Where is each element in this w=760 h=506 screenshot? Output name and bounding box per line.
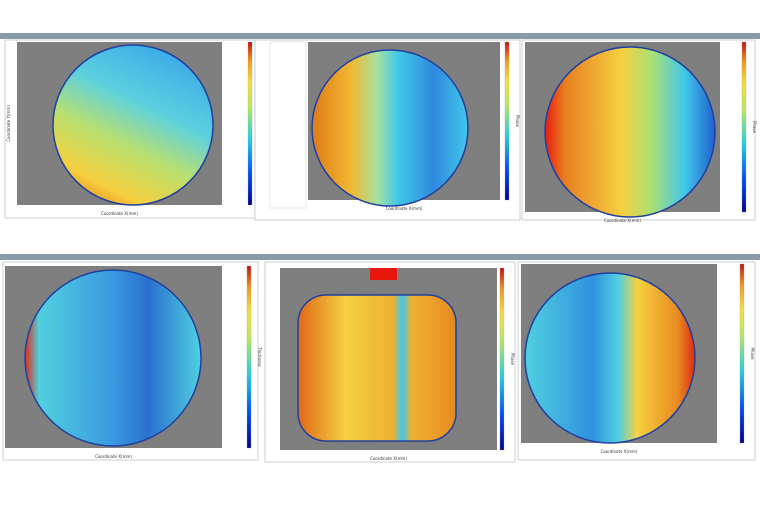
x-axis-label: Coordinate X(mm)	[604, 218, 641, 223]
x-axis-label: Coordinate X(mm)	[386, 206, 423, 211]
colorbar-label: Thickness	[257, 346, 262, 367]
x-axis-label: Coordinate X(mm)	[95, 454, 132, 459]
heatmap	[544, 46, 716, 218]
toolbar	[0, 33, 760, 39]
heatmap	[297, 294, 457, 442]
heatmap	[24, 269, 202, 447]
toolbar	[0, 254, 760, 260]
x-axis-label: Coordinate X(mm)	[601, 449, 638, 454]
heatmap-spot	[370, 268, 397, 280]
colorbar	[246, 265, 252, 449]
x-axis-label: Coordinate X(mm)	[101, 211, 138, 216]
colorbar-label: Phase	[752, 121, 757, 133]
heatmap	[524, 272, 696, 444]
colorbar	[741, 41, 747, 213]
colorbar-label: Phase	[515, 115, 520, 127]
colorbar	[504, 41, 510, 201]
x-axis-label: Coordinate X(mm)	[370, 456, 407, 461]
colorbar	[499, 267, 505, 451]
colorbar	[247, 41, 253, 206]
y-axis-label: Coordinate Y(mm)	[6, 105, 11, 142]
blank-area	[269, 41, 307, 209]
colorbar-label: Phase	[510, 353, 515, 365]
heatmap	[311, 49, 469, 207]
colorbar-label: Phase	[750, 348, 755, 360]
heatmap	[52, 44, 214, 206]
colorbar	[739, 263, 745, 444]
